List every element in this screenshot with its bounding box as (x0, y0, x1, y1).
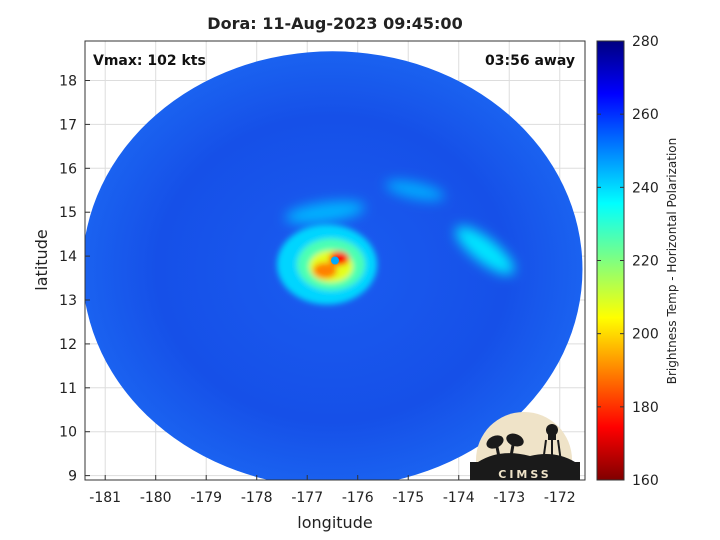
storm-eye (331, 256, 339, 265)
x-tick-label: -175 (392, 490, 424, 506)
y-tick-label: 17 (59, 117, 77, 133)
vmax-annotation: Vmax: 102 kts (93, 53, 206, 69)
colorbar-tick-label: 220 (632, 254, 659, 270)
colorbar-tick-label: 160 (632, 473, 659, 489)
y-tick-label: 16 (59, 161, 77, 177)
x-tick-label: -179 (190, 490, 222, 506)
cimss-logo: CIMSS (470, 412, 580, 481)
x-axis-label: longitude (297, 513, 372, 532)
eyewall-west (313, 262, 337, 279)
y-tick-label: 12 (59, 337, 77, 353)
rain-band-east (455, 226, 515, 275)
x-axis-ticks: -181 -180 -179 -178 -177 -176 -175 -174 -173 -172 (89, 475, 576, 506)
x-tick-label: -178 (241, 490, 273, 506)
colorbar (596, 40, 625, 481)
colorbar-tick-label: 280 (632, 34, 659, 50)
outer-band (285, 201, 365, 224)
y-tick-label: 14 (59, 249, 77, 265)
x-tick-label: -172 (544, 490, 576, 506)
x-tick-label: -176 (342, 490, 374, 506)
colorbar-tick-label: 180 (632, 400, 659, 416)
colorbar-tick-label: 240 (632, 180, 659, 196)
x-tick-label: -174 (443, 490, 475, 506)
y-tick-label: 13 (59, 293, 77, 309)
time-away-annotation: 03:56 away (485, 53, 575, 69)
storm-core (277, 224, 377, 305)
plot-frame (84, 40, 586, 481)
cloud-bands (285, 180, 515, 275)
colorbar-tick-label: 260 (632, 107, 659, 123)
y-axis-label: latitude (32, 229, 51, 290)
colorbar-tick-label: 200 (632, 327, 659, 343)
rain-band-north (385, 180, 445, 201)
y-tick-label: 15 (59, 205, 77, 221)
brightness-temp-swath (85, 51, 583, 480)
x-tick-label: -173 (493, 490, 525, 506)
chart-title: Dora: 11-Aug-2023 09:45:00 (207, 14, 463, 33)
x-tick-label: -181 (89, 490, 121, 506)
y-tick-label: 11 (59, 381, 77, 397)
y-tick-label: 10 (59, 425, 77, 441)
x-tick-label: -177 (291, 490, 323, 506)
logo-text: CIMSS (498, 468, 551, 481)
y-tick-label: 18 (59, 74, 77, 90)
colorbar-label: Brightness Temp - Horizontal Polarizatio… (665, 138, 679, 385)
y-axis-ticks: 9 10 11 12 13 14 15 16 17 18 (59, 74, 90, 485)
colorbar-ticks: 160 180 200 220 240 260 280 (597, 34, 659, 489)
y-tick-label: 9 (68, 469, 77, 485)
x-tick-label: -180 (140, 490, 172, 506)
